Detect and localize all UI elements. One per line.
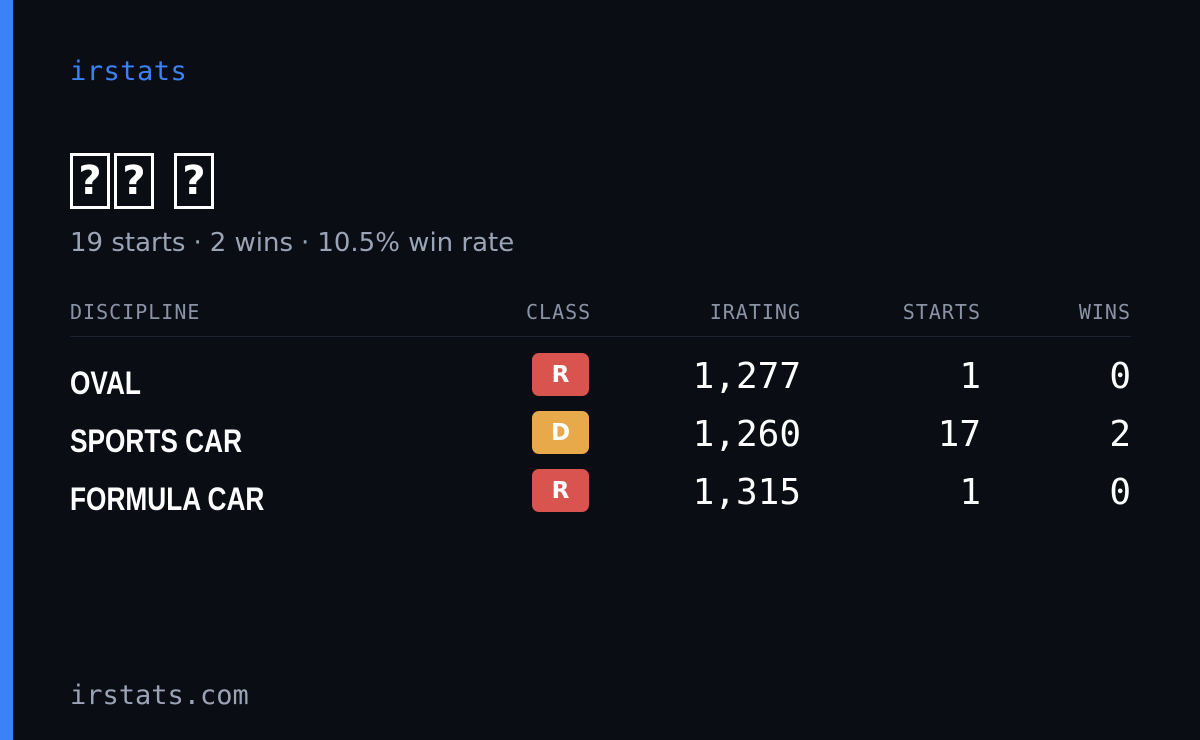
brand-logo: irstats: [70, 56, 188, 87]
starts-value: 17: [937, 414, 981, 455]
wins-value: 0: [1109, 356, 1131, 397]
missing-glyph-icon: ?: [174, 153, 214, 209]
profile-name: ? ? ?: [70, 146, 218, 216]
header-irating: IRATING: [709, 300, 801, 324]
table-header: DISCIPLINE CLASS IRATING STARTS WINS: [70, 298, 1131, 337]
irating-value: 1,260: [692, 414, 801, 455]
starts-value: 1: [959, 472, 981, 513]
header-discipline: DISCIPLINE: [70, 300, 201, 324]
table-body: OVAL R 1,277 1 0 SPORTS CAR D 1,260 17 2…: [70, 353, 1131, 527]
missing-glyph-icon: ?: [114, 153, 154, 209]
starts-value: 1: [959, 356, 981, 397]
summary-separator: ·: [301, 228, 310, 258]
footer-domain: irstats.com: [70, 680, 249, 711]
discipline-name: FORMULA CAR: [70, 481, 265, 517]
table-row: SPORTS CAR D 1,260 17 2: [70, 411, 1131, 469]
table-row: FORMULA CAR R 1,315 1 0: [70, 469, 1131, 527]
class-badge: R: [532, 469, 589, 512]
discipline-name: SPORTS CAR: [70, 423, 243, 459]
summary-separator: ·: [193, 228, 202, 258]
stats-table: DISCIPLINE CLASS IRATING STARTS WINS OVA…: [70, 298, 1131, 527]
missing-glyph-icon: ?: [70, 153, 110, 209]
profile-summary: 19 starts · 2 wins · 10.5% win rate: [70, 228, 514, 258]
header-wins: WINS: [1078, 300, 1131, 324]
summary-wins: 2 wins: [209, 228, 294, 258]
name-word-2: ?: [174, 153, 218, 209]
discipline-name: OVAL: [70, 365, 141, 401]
class-badge: D: [532, 411, 589, 454]
wins-value: 2: [1109, 414, 1131, 455]
table-row: OVAL R 1,277 1 0: [70, 353, 1131, 411]
irating-value: 1,277: [692, 356, 801, 397]
accent-bar: [0, 0, 13, 740]
class-badge: R: [532, 353, 589, 396]
header-class: CLASS: [526, 300, 592, 324]
irating-value: 1,315: [692, 472, 801, 513]
summary-starts: 19 starts: [70, 228, 186, 258]
summary-win-rate: 10.5% win rate: [317, 228, 515, 258]
header-starts: STARTS: [902, 300, 981, 324]
name-word-1: ? ?: [70, 153, 158, 209]
wins-value: 0: [1109, 472, 1131, 513]
